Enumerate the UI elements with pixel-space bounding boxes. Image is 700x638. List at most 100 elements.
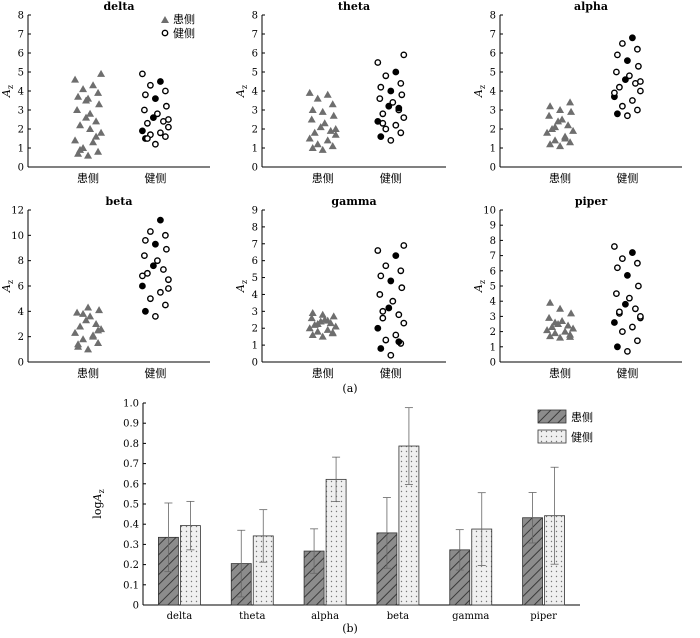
point-affected: [318, 145, 327, 153]
point-healthy: [635, 282, 642, 290]
point-affected: [556, 106, 565, 113]
legend-swatch-healthy: [537, 429, 567, 444]
point-affected: [328, 328, 337, 336]
point-affected: [97, 128, 106, 136]
y-tick-label: 5: [252, 273, 258, 284]
point-affected: [323, 325, 332, 333]
point-healthy: [376, 95, 384, 103]
point-affected: [331, 125, 340, 132]
point-affected: [543, 128, 552, 136]
point-affected: [305, 88, 314, 96]
point-healthy: [622, 300, 629, 308]
point-healthy: [377, 272, 385, 280]
point-affected: [545, 313, 554, 321]
point-affected: [95, 100, 104, 108]
x-category-label: delta: [167, 611, 193, 622]
point-affected: [556, 142, 565, 150]
x-category-label: 健侧: [144, 172, 166, 185]
point-healthy: [374, 247, 382, 254]
point-healthy: [398, 91, 406, 99]
y-tick-label: 6: [18, 49, 24, 60]
point-affected: [556, 304, 565, 312]
y-tick-label: 5: [18, 68, 24, 79]
point-affected: [558, 316, 567, 324]
point-affected: [545, 111, 554, 119]
point-healthy: [624, 271, 631, 279]
bar-chart: 0 0.1 0.2 0.3 0.4 0.5 0.6 0.7 0.8 0.9 1.0 logAz delt…: [91, 399, 593, 623]
point-healthy: [619, 255, 626, 263]
panel-title: delta: [103, 0, 134, 13]
y-tick-label: 0.6: [123, 479, 139, 490]
point-healthy: [143, 119, 151, 127]
y-tick-label: 8: [18, 11, 24, 22]
legend-swatch-affected: [537, 409, 567, 424]
point-healthy: [387, 136, 395, 144]
point-affected: [97, 69, 106, 77]
point-affected: [551, 329, 560, 337]
point-healthy: [613, 290, 620, 297]
point-healthy: [143, 269, 151, 277]
point-healthy: [156, 216, 164, 224]
point-healthy: [629, 323, 636, 331]
point-healthy: [392, 68, 400, 76]
point-healthy: [159, 266, 167, 273]
point-affected: [71, 136, 80, 144]
point-affected: [546, 332, 555, 340]
point-healthy: [138, 127, 146, 135]
point-healthy: [622, 76, 629, 84]
legend-marker-healthy: [161, 29, 169, 37]
y-axis-label: Az: [234, 280, 249, 293]
y-tick-label: 0: [490, 358, 496, 369]
point-healthy: [389, 297, 397, 305]
legend-marker-affected: [161, 16, 169, 23]
scatter-panel-alpha: 0 1 2 3 4 5 6 7 8 alpha Az 患侧 健侧: [472, 0, 682, 185]
point-healthy: [624, 347, 631, 355]
point-affected: [564, 121, 573, 129]
point-affected: [567, 309, 576, 317]
point-affected: [548, 323, 557, 331]
y-tick-label: 2: [252, 125, 258, 136]
point-healthy: [397, 129, 405, 137]
point-affected: [79, 335, 88, 343]
point-affected: [94, 339, 103, 346]
point-healthy: [614, 110, 621, 118]
y-tick-label: 1: [18, 144, 24, 155]
point-healthy: [611, 243, 618, 250]
y-axis-label: Az: [0, 85, 15, 98]
y-tick-label: 1: [252, 341, 258, 352]
point-affected: [74, 149, 83, 157]
point-affected: [328, 142, 337, 150]
point-healthy: [151, 95, 159, 103]
point-healthy: [629, 34, 636, 42]
point-affected: [323, 316, 332, 324]
point-healthy: [400, 242, 408, 249]
scatter-panel-beta: 0 2 4 6 8 10 12 beta Az 患侧 健侧: [0, 195, 210, 380]
point-affected: [86, 109, 95, 117]
x-category-label: 健侧: [144, 367, 166, 380]
point-healthy: [637, 312, 644, 320]
point-affected: [308, 106, 317, 113]
point-affected: [329, 312, 338, 320]
point-affected: [89, 331, 98, 339]
y-tick-label: 4: [490, 297, 496, 308]
x-category-label: 健侧: [616, 367, 638, 380]
legend-label-healthy: 健侧: [173, 27, 195, 40]
point-healthy: [634, 259, 641, 267]
point-affected: [318, 310, 327, 318]
point-healthy: [385, 304, 393, 312]
point-healthy: [634, 337, 641, 345]
point-affected: [546, 102, 555, 110]
point-healthy: [400, 114, 408, 122]
x-category-label: piper: [530, 611, 557, 622]
point-healthy: [637, 87, 644, 95]
x-category-label: 健侧: [380, 172, 402, 185]
point-healthy: [161, 301, 169, 309]
y-tick-label: 2: [18, 125, 24, 136]
y-tick-label: 1: [490, 342, 496, 353]
point-healthy: [151, 240, 159, 248]
point-affected: [546, 140, 555, 148]
point-healthy: [164, 285, 172, 292]
point-healthy: [376, 291, 384, 298]
point-healthy: [153, 110, 161, 118]
